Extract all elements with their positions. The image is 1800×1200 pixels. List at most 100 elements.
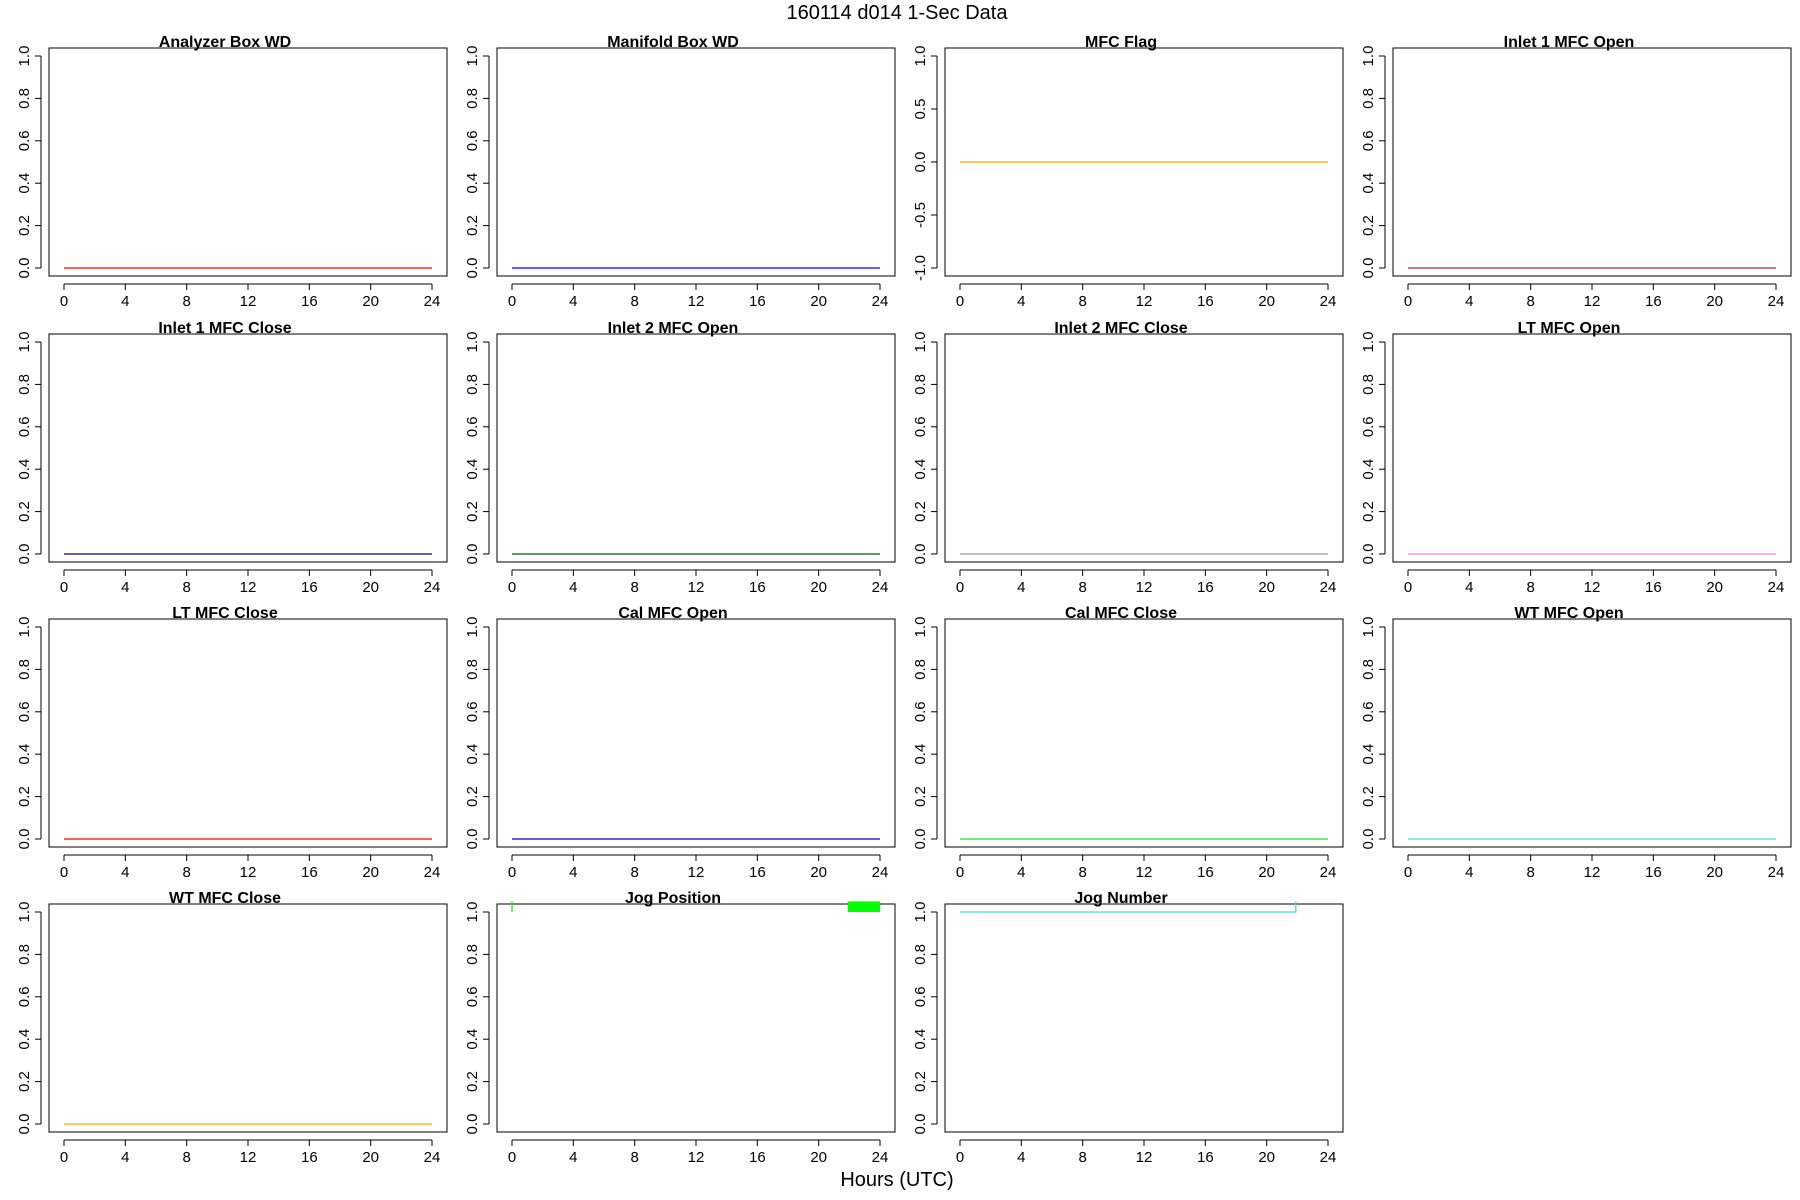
x-tick-label: 12 (1584, 864, 1601, 881)
y-tick-label: 0.4 (16, 1029, 33, 1050)
y-tick-label: 1.0 (912, 332, 929, 353)
chart-panel: Manifold Box WD 0 4 8 12 16 20 24 0.0 0.2 0.4 0.6 0.… (464, 34, 896, 310)
x-tick-label: 12 (1584, 579, 1601, 596)
y-tick-label: 0.0 (464, 829, 481, 850)
plot-frame (48, 903, 448, 1133)
y-tick-label: 0.2 (464, 786, 481, 807)
x-tick-label: 20 (810, 864, 827, 881)
chart-title: Jog Position (625, 890, 721, 907)
x-tick-label: 24 (1320, 579, 1337, 596)
y-tick-label: 0.4 (464, 1029, 481, 1050)
y-tick-label: 0.4 (1360, 459, 1377, 480)
x-tick-label: 0 (508, 864, 516, 881)
y-tick-label: 0.6 (16, 416, 33, 437)
x-tick-label: 16 (1645, 864, 1662, 881)
x-tick-label: 24 (1768, 864, 1785, 881)
y-tick-label: -0.5 (912, 202, 929, 228)
plot-frame (48, 333, 448, 563)
x-tick-label: 16 (1645, 293, 1662, 310)
x-tick-label: 16 (1197, 864, 1214, 881)
y-tick-label: 0.8 (464, 944, 481, 965)
chart-title: Inlet 1 MFC Open (1504, 34, 1635, 51)
y-tick-label: 0.2 (912, 786, 929, 807)
chart-panel: MFC Flag 0 4 8 12 16 20 24 -1.0 -0.5 0.0 0.5 1.0 (912, 34, 1344, 310)
x-tick-label: 20 (362, 1149, 379, 1166)
y-tick-label: 0.4 (912, 1029, 929, 1050)
chart-title: Inlet 1 MFC Close (158, 320, 291, 337)
y-tick-label: 1.0 (16, 332, 33, 353)
x-tick-label: 12 (1136, 293, 1153, 310)
y-tick-label: 0.8 (912, 659, 929, 680)
y-tick-label: 0.6 (912, 416, 929, 437)
y-tick-label: 0.6 (912, 986, 929, 1007)
chart-panel: Inlet 2 MFC Open 0 4 8 12 16 20 24 0.0 0.2 0.4 0.6 0… (464, 320, 896, 596)
x-tick-label: 0 (60, 1149, 68, 1166)
y-tick-label: 0.4 (464, 173, 481, 194)
x-tick-label: 24 (872, 579, 889, 596)
x-tick-label: 4 (569, 1149, 577, 1166)
x-tick-label: 20 (1258, 1149, 1275, 1166)
plot-frame (944, 903, 1344, 1133)
x-tick-label: 20 (362, 864, 379, 881)
x-tick-label: 16 (749, 1149, 766, 1166)
y-tick-label: 0.6 (464, 130, 481, 151)
plot-frame (496, 47, 896, 277)
y-tick-label: 0.8 (912, 374, 929, 395)
plot-frame (1392, 47, 1792, 277)
x-tick-label: 16 (749, 293, 766, 310)
x-tick-label: 20 (1706, 293, 1723, 310)
x-tick-label: 16 (1197, 293, 1214, 310)
y-tick-label: 0.8 (16, 944, 33, 965)
x-tick-label: 16 (1197, 1149, 1214, 1166)
plot-frame (48, 47, 448, 277)
x-tick-label: 4 (1465, 579, 1473, 596)
x-tick-label: 4 (569, 293, 577, 310)
x-tick-label: 16 (301, 864, 318, 881)
y-tick-label: 0.6 (16, 701, 33, 722)
y-tick-label: 0.8 (1360, 88, 1377, 109)
chart-panel: WT MFC Open 0 4 8 12 16 20 24 0.0 0.2 0.4 0.6 0.8 1.0 (1360, 605, 1792, 881)
y-tick-label: -1.0 (912, 255, 929, 281)
chart-panel: LT MFC Open 0 4 8 12 16 20 24 0.0 0.2 0.4 0.6 0.8 1.0 (1360, 320, 1792, 596)
chart-title: WT MFC Open (1514, 605, 1623, 622)
x-tick-label: 16 (749, 864, 766, 881)
y-tick-label: 0.2 (16, 215, 33, 236)
y-tick-label: 0.6 (1360, 701, 1377, 722)
chart-title: Manifold Box WD (607, 34, 739, 51)
y-tick-label: 0.6 (464, 701, 481, 722)
x-tick-label: 12 (240, 864, 257, 881)
y-tick-label: 0.0 (16, 1114, 33, 1135)
x-tick-label: 20 (1706, 864, 1723, 881)
y-tick-label: 0.0 (16, 829, 33, 850)
x-tick-label: 8 (1526, 579, 1534, 596)
x-tick-label: 8 (630, 293, 638, 310)
plot-frame (496, 903, 896, 1133)
chart-panel: Cal MFC Close 0 4 8 12 16 20 24 0.0 0.2 0.4 0.6 0.8 1… (912, 605, 1344, 881)
x-tick-label: 24 (424, 1149, 441, 1166)
x-tick-label: 12 (688, 1149, 705, 1166)
x-tick-label: 0 (508, 293, 516, 310)
x-tick-label: 0 (508, 1149, 516, 1166)
x-tick-label: 12 (1136, 864, 1153, 881)
y-tick-label: 0.2 (464, 501, 481, 522)
x-tick-label: 4 (121, 864, 129, 881)
x-tick-label: 4 (1017, 864, 1025, 881)
y-tick-label: 0.0 (464, 544, 481, 565)
y-tick-label: 0.0 (464, 258, 481, 279)
x-tick-label: 20 (1258, 293, 1275, 310)
y-tick-label: 1.0 (16, 902, 33, 923)
x-tick-label: 4 (569, 864, 577, 881)
y-tick-label: 1.0 (1360, 617, 1377, 638)
y-tick-label: 0.8 (16, 374, 33, 395)
plot-frame (496, 618, 896, 848)
chart-title: LT MFC Open (1518, 320, 1621, 337)
y-tick-label: 0.2 (16, 1071, 33, 1092)
chart-panel: Jog Number 0 4 8 12 16 20 24 0.0 0.2 0.4 0.6 0.8 1.0 (912, 890, 1344, 1166)
figure-title: 160114 d014 1-Sec Data (787, 2, 1009, 24)
x-tick-label: 24 (872, 293, 889, 310)
x-tick-label: 0 (1404, 579, 1412, 596)
x-tick-label: 4 (1017, 1149, 1025, 1166)
chart-panel: LT MFC Close 0 4 8 12 16 20 24 0.0 0.2 0.4 0.6 0.8 1.… (16, 605, 448, 881)
y-tick-label: 0.6 (16, 986, 33, 1007)
